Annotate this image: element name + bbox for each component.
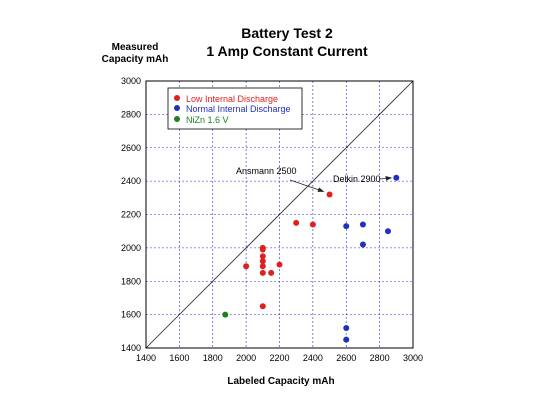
chart-title: Battery Test 2 xyxy=(241,25,333,41)
data-point-series-0 xyxy=(259,303,266,310)
y-tick-label: 2600 xyxy=(121,143,141,153)
x-tick-label: 1400 xyxy=(136,353,156,363)
x-tick-label: 1800 xyxy=(203,353,223,363)
annotation-arrow xyxy=(379,175,393,181)
data-point-series-1 xyxy=(359,241,366,248)
x-tick-label: 2400 xyxy=(303,353,323,363)
legend-marker-normal xyxy=(174,105,180,111)
legend-box xyxy=(167,87,303,130)
y-tick-label: 2200 xyxy=(121,210,141,220)
annotation-label: Ansmann 2500 xyxy=(236,166,297,176)
y-axis-label-line1: Measured xyxy=(112,42,159,53)
data-point-series-1 xyxy=(359,221,366,228)
data-point-series-0 xyxy=(259,244,266,251)
x-axis-label: Labeled Capacity mAh xyxy=(227,376,334,387)
y-tick-label: 1600 xyxy=(121,310,141,320)
data-points xyxy=(222,174,400,343)
data-point-series-0 xyxy=(268,269,275,276)
y-tick-label: 1800 xyxy=(121,276,141,286)
data-point-series-1 xyxy=(343,336,350,343)
annotations: Ansmann 2500 Delkin 2900 xyxy=(236,166,393,192)
y-tick-label: 3000 xyxy=(121,76,141,86)
legend-marker-nizn xyxy=(174,116,180,122)
data-point-series-0 xyxy=(293,219,300,226)
data-point-series-0 xyxy=(259,258,266,265)
data-point-series-0 xyxy=(259,269,266,276)
data-point-series-1 xyxy=(384,228,391,235)
annotation-label: Delkin 2900 xyxy=(333,174,381,184)
x-tick-label: 2000 xyxy=(236,353,256,363)
x-tick-label: 2800 xyxy=(370,353,390,363)
legend-marker-low xyxy=(174,95,180,101)
data-point-series-0 xyxy=(259,263,266,270)
data-point-series-1 xyxy=(343,223,350,230)
reference-line xyxy=(145,80,414,349)
data-point-series-0 xyxy=(276,261,283,268)
y-tick-label: 2400 xyxy=(121,176,141,186)
data-point-series-0 xyxy=(309,221,316,228)
y-axis-label-line2: Capacity mAh xyxy=(102,54,169,65)
annotation-arrow xyxy=(289,179,325,192)
legend: Low Internal Discharge Normal Internal D… xyxy=(167,87,303,130)
y-tick-label: 1400 xyxy=(121,343,141,353)
x-tick-label: 3000 xyxy=(403,353,423,363)
plot-area xyxy=(145,80,414,349)
y-tick-label: 2000 xyxy=(121,243,141,253)
chart-subtitle: 1 Amp Constant Current xyxy=(206,43,368,59)
data-point-series-2 xyxy=(222,311,229,318)
data-point-series-1 xyxy=(393,174,400,181)
x-tick-label: 1600 xyxy=(169,353,189,363)
data-point-series-0 xyxy=(326,191,333,198)
data-point-series-0 xyxy=(243,263,250,270)
y-tick-label: 2800 xyxy=(121,109,141,119)
legend-label-normal: Normal Internal Discharge xyxy=(186,104,291,114)
data-point-series-0 xyxy=(259,253,266,260)
x-tick-label: 2200 xyxy=(269,353,289,363)
legend-label-low: Low Internal Discharge xyxy=(186,94,278,104)
axis-ticks: 1400 1600 1800 2000 2200 2400 2600 2800 3000 1400… xyxy=(121,76,423,363)
data-point-series-1 xyxy=(343,324,350,331)
legend-label-nizn: NiZn 1.6 V xyxy=(186,115,229,125)
x-tick-label: 2600 xyxy=(336,353,356,363)
